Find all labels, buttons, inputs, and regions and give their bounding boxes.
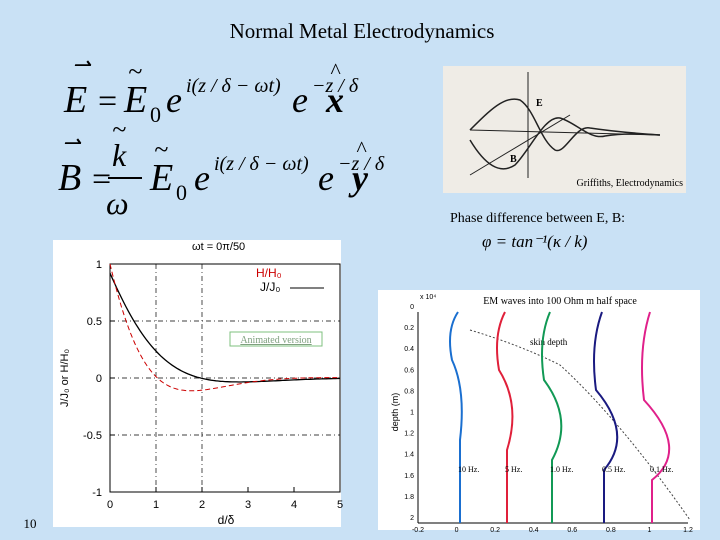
e-label: E: [536, 98, 543, 109]
em-plot: EM waves into 100 Ohm m half space x 10⁴…: [378, 290, 700, 534]
y-tick-label: 0.4: [404, 346, 414, 353]
eq-sub: 0: [176, 180, 187, 205]
y-tick-label: 0: [410, 304, 414, 311]
link-box[interactable]: [229, 331, 323, 347]
tilde: ~: [112, 115, 126, 144]
x-tick-label: 0: [455, 527, 459, 534]
eq-e: e: [318, 158, 334, 198]
eq-den: ω: [106, 185, 129, 221]
y-tick-label: -1: [92, 487, 102, 499]
phase-text: Phase difference between E, B:: [450, 211, 625, 226]
eq-coef: E: [123, 79, 147, 121]
y-tick-label: 1: [96, 259, 102, 271]
curve-label: 0.1 Hz.: [650, 465, 673, 474]
equation-e: E ⇀ = E ~ 0 e i(z / δ − ωt) e −z / δ x ^: [63, 52, 359, 127]
em-curve: [496, 311, 514, 523]
scale: x 10⁴: [420, 294, 436, 301]
curve-label: 0.5 Hz.: [602, 465, 625, 474]
slide-number: 10: [24, 516, 37, 531]
hat: ^: [330, 58, 341, 83]
x-tick-label: 1.2: [683, 527, 693, 534]
x-tick-label: 3: [245, 499, 251, 511]
time-label: ωt = 0π/50: [192, 241, 245, 253]
b-wave: [469, 117, 661, 170]
eq-exp1: i(z / δ − ωt): [186, 75, 281, 97]
em-curve: [541, 311, 563, 523]
x-tick-label: 0.6: [567, 527, 577, 534]
curve-label: 1.0 Hz.: [550, 465, 573, 474]
j-label: J/J₀: [260, 280, 280, 294]
em-curve: [593, 311, 619, 523]
eq-exp2: −z / δ: [338, 153, 385, 175]
animated-link[interactable]: Animated version: [229, 331, 323, 347]
link-text[interactable]: Animated version: [240, 335, 311, 346]
em-curve: [641, 311, 671, 523]
x-tick-label: 0: [107, 499, 113, 511]
phase-formula: φ = tan⁻¹(κ / k): [482, 232, 588, 251]
curve-label: 5 Hz.: [505, 465, 522, 474]
y-label: J/J₀ or H/H₀: [59, 349, 71, 407]
x-tick-label: 4: [291, 499, 297, 511]
figure-caption: Griffiths, Electrodynamics: [577, 178, 684, 189]
x-tick-label: 5: [337, 499, 343, 511]
x-tick-label: 1: [647, 527, 651, 534]
eq-sign: =: [92, 161, 111, 198]
vec-arrow: ⇀: [62, 130, 82, 155]
eq-sub: 0: [150, 102, 161, 127]
eq-unit: y: [348, 158, 369, 198]
y-tick-label: 1.2: [404, 431, 414, 438]
curve-label: 10 Hz.: [458, 465, 479, 474]
e-wave: [469, 98, 661, 152]
eq-e: e: [292, 80, 308, 120]
em-curve: [449, 311, 463, 523]
eq-coef: E: [149, 157, 173, 199]
vec-arrow: ⇀: [72, 52, 92, 77]
x-tick-label: 0.8: [606, 527, 616, 534]
eq-num: k: [112, 137, 127, 173]
y-tick-label: 1: [410, 410, 414, 417]
eq-e: e: [166, 80, 182, 120]
h-label: H/H₀: [256, 266, 282, 280]
annotation: skin depth: [530, 337, 568, 347]
eq-sign: =: [98, 83, 117, 120]
y-tick-label: 1.8: [404, 494, 414, 501]
y-label: depth (m): [390, 393, 400, 432]
y-tick-label: 1.4: [404, 452, 414, 459]
y-tick-label: 2: [410, 515, 414, 522]
hat: ^: [356, 136, 367, 161]
x-tick-label: 2: [199, 499, 205, 511]
plot-title: EM waves into 100 Ohm m half space: [483, 296, 637, 307]
griffiths-figure: E B Griffiths, Electrodynamics: [443, 66, 686, 193]
eq-lhs: E: [63, 79, 87, 121]
h-curve: [109, 263, 340, 392]
skin-depth-line: [469, 329, 691, 521]
x-label: d/δ: [218, 513, 235, 527]
x-tick-label: 1: [153, 499, 159, 511]
y-tick-label: 0.6: [404, 367, 414, 374]
axis: [469, 114, 571, 176]
y-tick-label: 1.6: [404, 473, 414, 480]
eq-unit: x: [325, 80, 344, 120]
x-tick-label: 0.4: [529, 527, 539, 534]
y-tick-label: 0.2: [404, 325, 414, 332]
y-tick-label: -0.5: [83, 430, 102, 442]
x-tick-label: -0.2: [412, 527, 424, 534]
y-tick-label: 0.5: [87, 316, 102, 328]
b-label: B: [510, 154, 517, 165]
y-tick-label: 0: [96, 373, 102, 385]
slide-title: Normal Metal Electrodynamics: [230, 19, 495, 43]
eq-e: e: [194, 158, 210, 198]
tilde: ~: [154, 135, 168, 164]
eq-exp2: −z / δ: [312, 75, 359, 97]
eq-lhs: B: [58, 157, 81, 199]
x-tick-label: 0.2: [490, 527, 500, 534]
tilde: ~: [128, 57, 142, 86]
y-tick-label: 0.8: [404, 388, 414, 395]
figure-bg: [443, 66, 686, 193]
eq-exp1: i(z / δ − ωt): [214, 153, 309, 175]
j-curve: [109, 272, 340, 383]
skin-plot: ωt = 0π/50 H/H₀ J/J₀ J/J₀ or H/H₀ d/δ An…: [53, 240, 343, 527]
equation-b: B ⇀ = k ~ ω E ~ 0 e i(z / δ − ωt) e −z /…: [58, 115, 385, 221]
